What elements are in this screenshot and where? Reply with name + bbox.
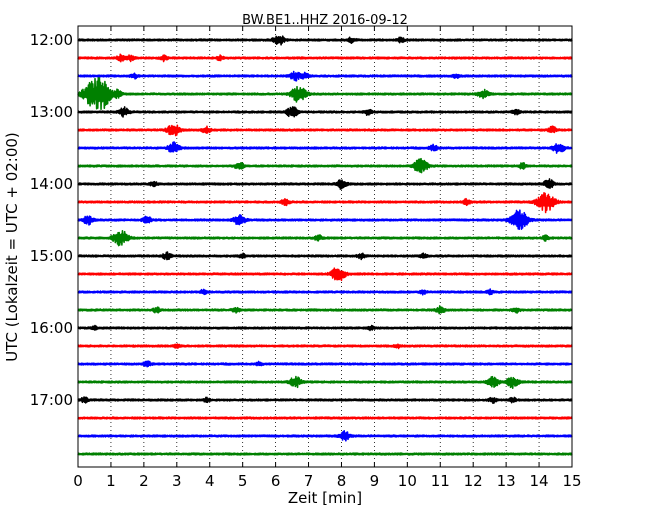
trace-line xyxy=(77,430,573,442)
trace-line xyxy=(77,324,573,332)
x-tick-label: 14 xyxy=(530,472,549,490)
x-tick-label: 11 xyxy=(431,472,450,490)
trace-line xyxy=(77,375,573,389)
x-tick-label: 9 xyxy=(370,472,380,490)
trace-line xyxy=(77,396,573,405)
trace-line xyxy=(77,124,573,137)
trace-line xyxy=(77,360,573,368)
x-tick-label: 4 xyxy=(205,472,215,490)
x-tick-label: 3 xyxy=(172,472,182,490)
x-tick-label: 12 xyxy=(464,472,483,490)
plot-frame xyxy=(77,25,573,468)
x-axis: 0 1 2 3 4 5 6 7 8 9 10 11 12 13 14 15 xyxy=(73,26,582,490)
trace-line xyxy=(77,178,573,190)
trace-line xyxy=(77,452,573,456)
y-tick-label: 14:00 xyxy=(30,175,73,193)
trace-line xyxy=(77,53,573,63)
x-tick-label: 8 xyxy=(337,472,347,490)
y-axis-label: UTC (Lokalzeit = UTC + 02:00) xyxy=(3,132,21,362)
trace-line xyxy=(77,157,573,174)
trace-line xyxy=(77,35,573,46)
x-axis-label: Zeit [min] xyxy=(288,489,362,507)
x-tick-label: 15 xyxy=(562,472,581,490)
trace-line xyxy=(77,416,573,420)
y-tick-label: 13:00 xyxy=(30,103,73,121)
trace-line xyxy=(77,141,573,154)
x-tick-label: 0 xyxy=(73,472,83,490)
traces-group xyxy=(77,35,573,456)
trace-line xyxy=(77,70,573,82)
chart-title: BW.BE1..HHZ 2016-09-12 xyxy=(242,13,408,28)
trace-line xyxy=(77,77,573,110)
y-tick-label: 17:00 xyxy=(30,391,73,409)
x-tick-label: 13 xyxy=(497,472,516,490)
trace-line xyxy=(77,229,573,247)
trace-line xyxy=(77,192,573,214)
trace-line xyxy=(77,343,573,350)
x-tick-label: 7 xyxy=(304,472,314,490)
y-tick-label: 16:00 xyxy=(30,319,73,337)
x-tick-label: 6 xyxy=(271,472,281,490)
x-tick-label: 1 xyxy=(106,472,116,490)
grid-lines xyxy=(110,26,540,467)
trace-line xyxy=(77,288,573,296)
trace-line xyxy=(77,106,573,118)
x-tick-label: 5 xyxy=(238,472,248,490)
trace-line xyxy=(77,267,573,282)
trace-line xyxy=(77,251,573,261)
y-axis: 12:00 13:00 14:00 15:00 16:00 17:00 xyxy=(30,31,572,409)
x-tick-label: 2 xyxy=(139,472,149,490)
x-tick-label: 10 xyxy=(398,472,417,490)
y-tick-label: 12:00 xyxy=(30,31,73,49)
y-tick-label: 15:00 xyxy=(30,247,73,265)
trace-line xyxy=(77,209,573,230)
trace-line xyxy=(77,305,573,315)
